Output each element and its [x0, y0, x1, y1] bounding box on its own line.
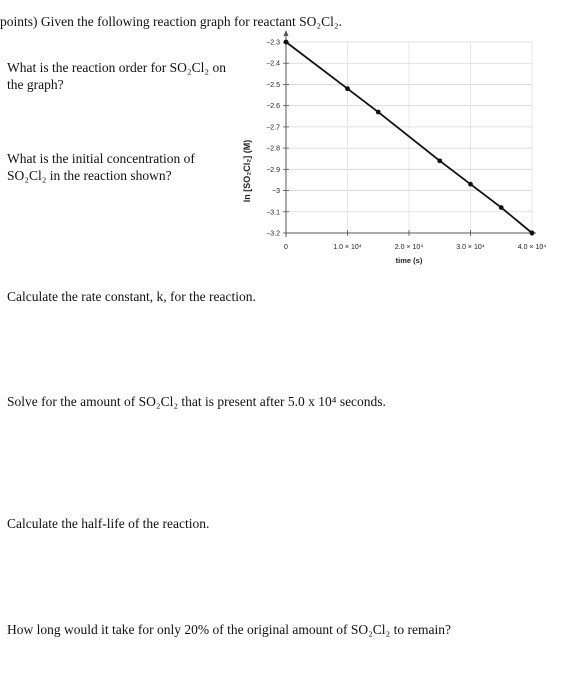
y-tick-label: −2.7 [266, 124, 280, 131]
data-point [468, 181, 473, 187]
reaction-graph: −2.3 −2.4 −2.5 −2.6 −2.7 −2.8 −2.9 −3 −3.1 −3.2 0 1… [242, 30, 546, 265]
x-tick-label: 4.0 × 10⁴ [518, 244, 547, 251]
y-tick-label: −2.4 [266, 61, 280, 68]
data-point [529, 230, 535, 236]
x-axis-label: time (s) [396, 256, 423, 265]
y-tick-label: −2.9 [266, 167, 280, 174]
question-rate-constant: Calculate the rate constant, k, for the … [7, 289, 256, 304]
chart-ticks: −2.3 −2.4 −2.5 −2.6 −2.7 −2.8 −2.9 −3 −3.1 −3.2 0 1… [266, 40, 546, 252]
x-tick-label: 0 [284, 244, 288, 251]
y-axis-arrow [283, 30, 289, 36]
y-tick-label: −3.1 [266, 209, 280, 216]
question-amount-after-time: Solve for the amount of SO₂Cl₂ that is p… [7, 394, 386, 409]
question-time-to-20-percent: How long would it take for only 20% of t… [7, 622, 451, 637]
data-point [375, 109, 381, 115]
x-tick-label: 2.0 × 10⁴ [395, 244, 424, 251]
data-point [283, 39, 289, 45]
question-half-life: Calculate the half-life of the reaction. [7, 516, 210, 531]
y-tick-label: −3 [272, 188, 280, 195]
x-tick-label: 1.0 × 10⁴ [333, 244, 362, 251]
y-tick-label: −2.5 [266, 82, 280, 89]
y-tick-label: −2.8 [266, 146, 280, 153]
data-point [437, 158, 443, 164]
header-text: points) Given the following reaction gra… [0, 14, 342, 29]
chart-axes [283, 30, 536, 237]
y-tick-label: −2.6 [266, 103, 280, 110]
x-tick-label: 3.0 × 10⁴ [456, 244, 485, 251]
question-initial-concentration: What is the initial concentration of SO₂… [7, 151, 195, 183]
question-reaction-order: What is the reaction order for SO₂Cl₂ on… [7, 60, 226, 92]
data-point [345, 86, 350, 92]
data-point [498, 205, 504, 210]
y-tick-label: −2.3 [266, 40, 280, 47]
y-tick-label: −3.2 [266, 231, 280, 238]
chart-series [283, 39, 535, 236]
y-axis-label: ln [SO₂Cl₂] (M) [242, 140, 252, 203]
